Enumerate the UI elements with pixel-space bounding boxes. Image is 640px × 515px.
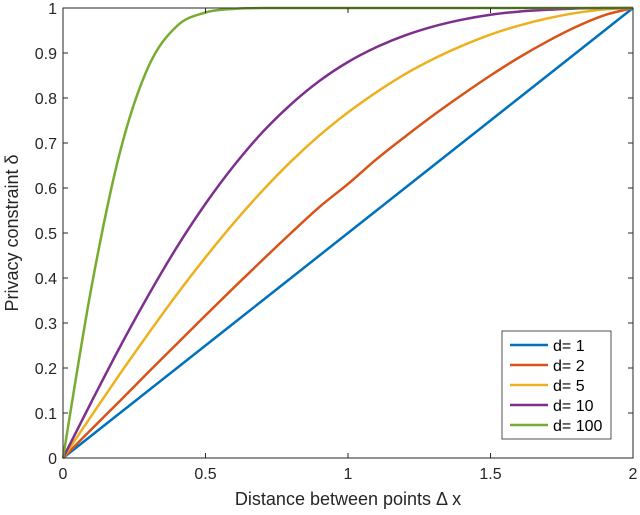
y-axis-label: Privacy constraint δ <box>2 154 22 311</box>
legend-label: d= 100 <box>553 418 602 435</box>
y-tick-label: 1 <box>48 1 57 18</box>
legend-label: d= 5 <box>553 378 585 395</box>
x-tick-label: 1 <box>344 466 353 483</box>
y-tick-label: 0.9 <box>35 46 57 63</box>
series-line-1 <box>62 7 634 459</box>
y-tick-label: 0.7 <box>35 136 57 153</box>
y-axis-ticks: 0 0.1 0.2 0.3 0.4 0.5 0.6 0.7 0.8 0.9 1 <box>35 1 633 468</box>
legend-item: d= 100 <box>510 418 602 435</box>
y-tick-label: 0.1 <box>35 406 57 423</box>
legend-item: d= 2 <box>510 358 585 375</box>
x-tick-label: 0 <box>59 466 68 483</box>
series-line-4 <box>61 6 633 459</box>
y-tick-label: 0.3 <box>35 316 57 333</box>
legend-item: d= 1 <box>510 338 585 355</box>
x-axis-label: Distance between points Δ x <box>235 489 461 509</box>
legend-item: d= 10 <box>510 398 594 415</box>
x-tick-label: 0.5 <box>194 466 216 483</box>
y-tick-label: 0.4 <box>35 271 57 288</box>
x-axis-ticks: 0 0.5 1 1.5 2 <box>59 8 638 483</box>
x-tick-label: 2 <box>629 466 638 483</box>
legend-item: d= 5 <box>510 378 585 395</box>
y-tick-label: 0.6 <box>35 181 57 198</box>
legend-label: d= 10 <box>553 398 594 415</box>
y-tick-label: 0.5 <box>35 226 57 243</box>
y-tick-label: 0.8 <box>35 91 57 108</box>
x-tick-label: 1.5 <box>479 466 501 483</box>
series-line-3 <box>61 6 634 459</box>
legend-label: d= 2 <box>553 358 585 375</box>
y-tick-label: 0 <box>48 451 57 468</box>
y-tick-label: 0.2 <box>35 361 57 378</box>
legend-label: d= 1 <box>553 338 585 355</box>
legend: d= 1 d= 2 d= 5 d= 10 d= 100 <box>501 330 612 440</box>
series-line-2 <box>62 6 634 459</box>
